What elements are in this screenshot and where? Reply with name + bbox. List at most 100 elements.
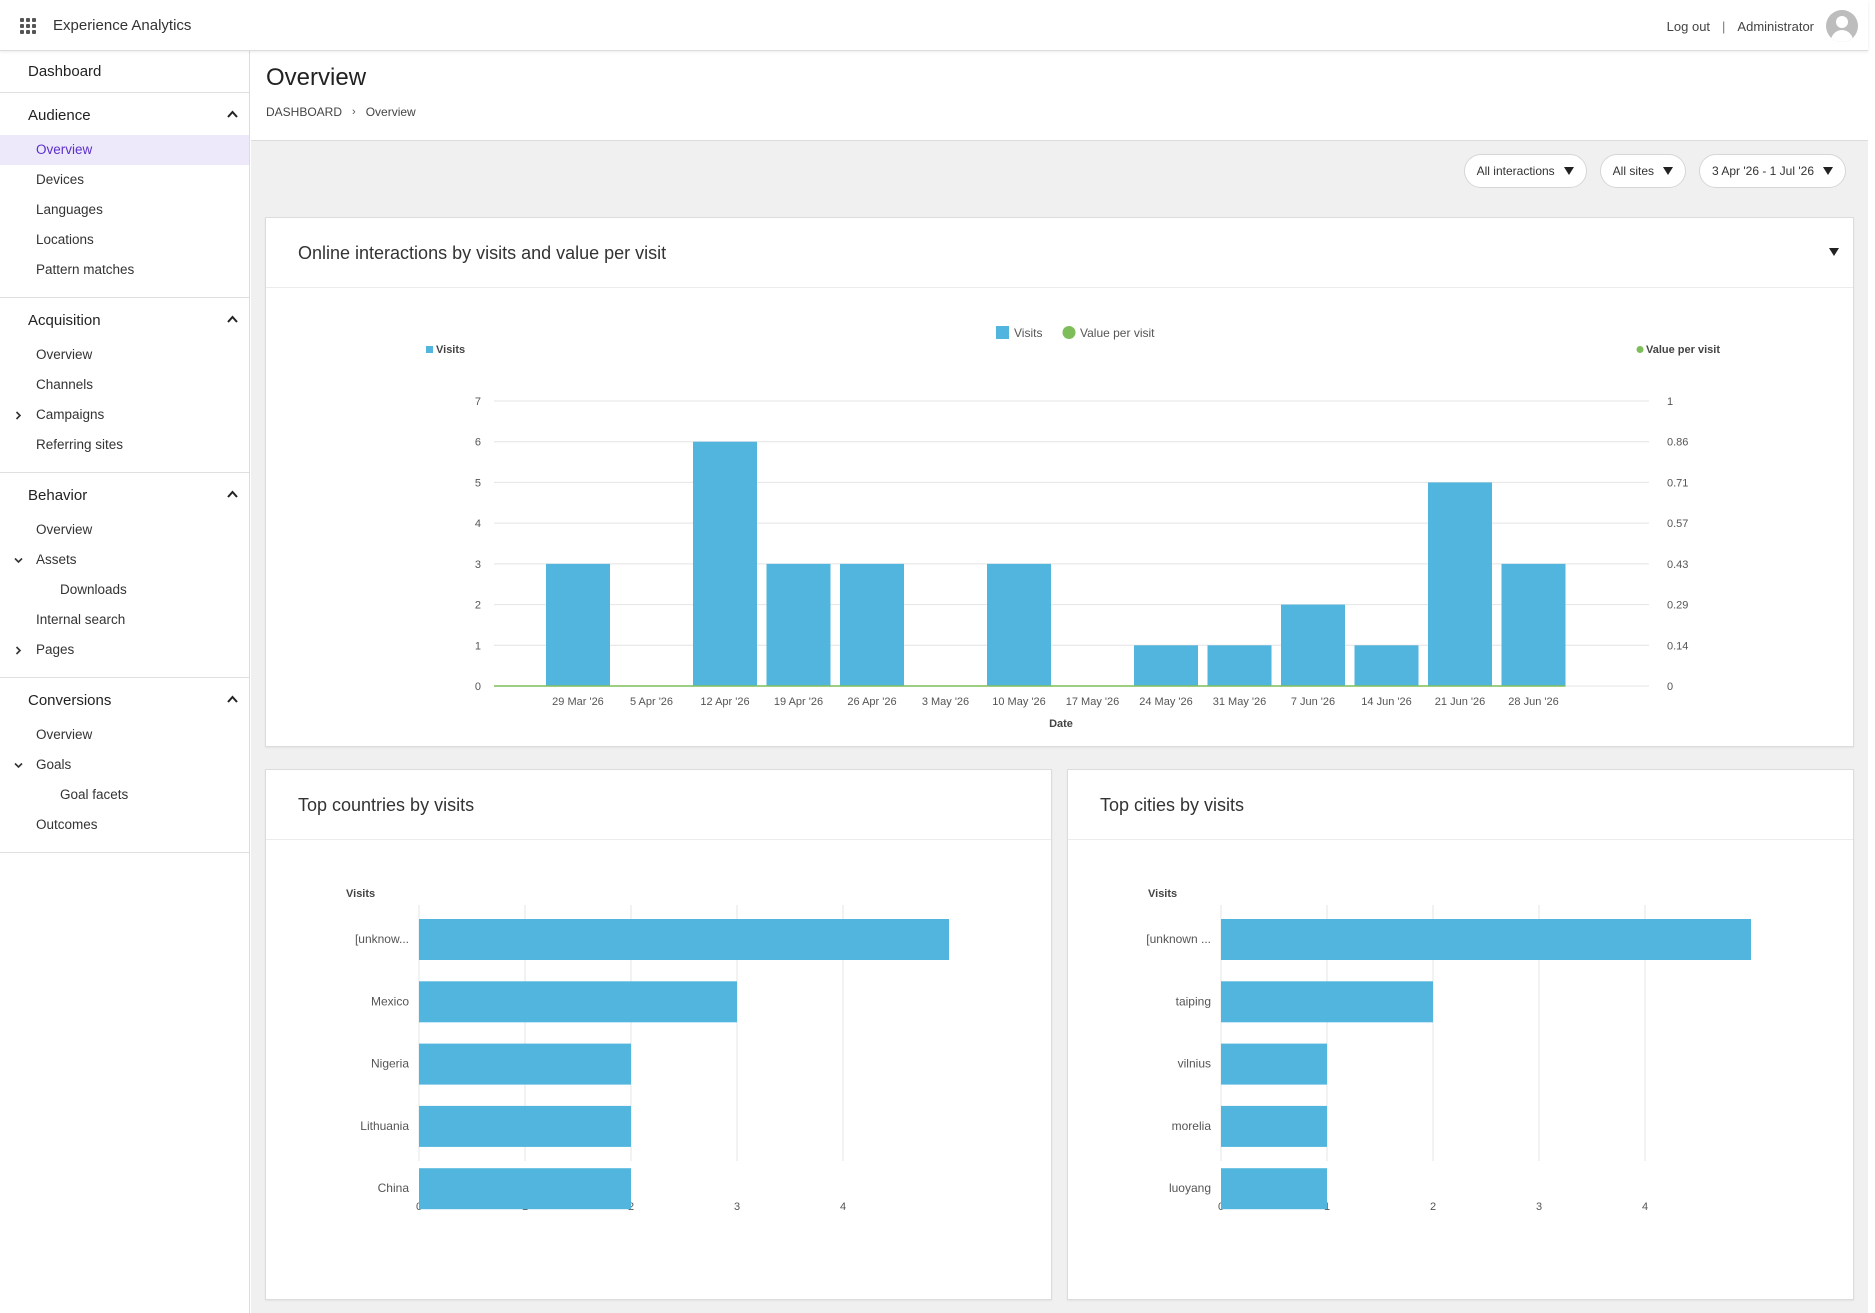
- sidebar-item-dashboard[interactable]: Dashboard: [0, 51, 249, 93]
- x-tick-label: 26 Apr '26: [847, 696, 896, 708]
- x-tick-label: 2: [1430, 1201, 1436, 1213]
- user-name[interactable]: Administrator: [1737, 18, 1814, 34]
- user-area: Log out | Administrator: [1667, 10, 1858, 42]
- sidebar-group-header-behavior[interactable]: Behavior: [0, 473, 249, 515]
- chevron-up-icon[interactable]: [227, 490, 238, 500]
- bar-0: [419, 919, 949, 960]
- x-tick-label: 31 May '26: [1213, 696, 1266, 708]
- sidebar-group-label: Behavior: [28, 487, 88, 504]
- bar-0: [546, 563, 610, 686]
- sidebar-item-goals[interactable]: Goals: [0, 750, 249, 780]
- sidebar-group-header-acquisition[interactable]: Acquisition: [0, 298, 249, 340]
- breadcrumb-dashboard[interactable]: DASHBOARD: [266, 105, 343, 119]
- y2-tick-label: 0.57: [1667, 518, 1688, 530]
- chevron-up-icon[interactable]: [227, 110, 238, 120]
- x-tick-label: 3: [734, 1201, 740, 1213]
- sidebar-group-header-audience[interactable]: Audience: [0, 93, 249, 135]
- y-axis-title: Visits: [436, 344, 465, 356]
- dropdown-arrow-icon: [1823, 167, 1833, 175]
- y2-tick-label: 0.86: [1667, 437, 1688, 449]
- sites-filter-label: All sites: [1612, 164, 1655, 178]
- y2-axis-title-swatch: [1636, 346, 1644, 353]
- top-bar: Experience Analytics Log out | Administr…: [0, 0, 1868, 51]
- chevron-down-icon[interactable]: [14, 545, 23, 575]
- sidebar-item-pages[interactable]: Pages: [0, 635, 249, 665]
- y-axis-title: Visits: [346, 888, 375, 900]
- sidebar-item-pattern-matches[interactable]: Pattern matches: [0, 255, 249, 285]
- chevron-right-icon[interactable]: [14, 400, 23, 430]
- chevron-down-icon[interactable]: [14, 750, 23, 780]
- sidebar-item-label: Goal facets: [60, 787, 129, 802]
- bar-12: [1428, 482, 1492, 686]
- x-tick-label: 12 Apr '26: [700, 696, 749, 708]
- chevron-right-icon[interactable]: [14, 635, 23, 665]
- y2-tick-label: 0.43: [1667, 559, 1688, 571]
- sidebar-item-overview[interactable]: Overview: [0, 135, 249, 165]
- x-tick-label: 24 May '26: [1139, 696, 1192, 708]
- chevron-up-icon[interactable]: [227, 315, 238, 325]
- sidebar-item-downloads[interactable]: Downloads: [0, 575, 249, 605]
- sidebar-item-goal-facets[interactable]: Goal facets: [0, 780, 249, 810]
- sidebar-item-internal-search[interactable]: Internal search: [0, 605, 249, 635]
- x-tick-label: 10 May '26: [992, 696, 1045, 708]
- app-grid-icon[interactable]: [20, 18, 36, 34]
- x-tick-label: 7 Jun '26: [1291, 696, 1335, 708]
- y-tick-label: 3: [475, 559, 481, 571]
- date-range-filter[interactable]: 3 Apr '26 - 1 Jul '26: [1699, 154, 1846, 188]
- sidebar-item-referring-sites[interactable]: Referring sites: [0, 430, 249, 460]
- x-tick-label: 4: [1642, 1201, 1648, 1213]
- countries-panel-title: Top countries by visits: [298, 795, 475, 815]
- filter-bar: All interactions All sites 3 Apr '26 - 1…: [1463, 154, 1846, 188]
- breadcrumb-separator-icon: ›: [352, 106, 356, 118]
- sidebar-group-acquisition: Acquisition Overview Channels Campaigns Refe…: [0, 298, 249, 473]
- interactions-chart: Visits Value per visit Visits Value per vis…: [426, 326, 1720, 730]
- sidebar-item-overview[interactable]: Overview: [0, 515, 249, 545]
- x-tick-label: 19 Apr '26: [774, 696, 823, 708]
- bar-1: [1221, 981, 1433, 1023]
- sidebar-group-header-conversions[interactable]: Conversions: [0, 678, 249, 720]
- y-tick-label: 2: [475, 600, 481, 612]
- sidebar-item-overview[interactable]: Overview: [0, 720, 249, 750]
- x-tick-label: 3 May '26: [922, 696, 969, 708]
- panel-title: Top countries by visits: [266, 770, 1051, 840]
- countries-panel: Top countries by visits Visits01234[unkn…: [265, 769, 1052, 1300]
- cities-chart: Visits01234[unknown ...taipingvilniusmor…: [1146, 888, 1751, 1213]
- sidebar-item-outcomes[interactable]: Outcomes: [0, 810, 249, 840]
- sidebar-item-label: Referring sites: [36, 437, 124, 452]
- sidebar-item-devices[interactable]: Devices: [0, 165, 249, 195]
- panel-title: Top cities by visits: [1068, 770, 1853, 840]
- interactions-filter-label: All interactions: [1476, 164, 1555, 178]
- x-tick-label: 28 Jun '26: [1508, 696, 1558, 708]
- bar-4: [840, 563, 904, 686]
- breadcrumb-current: Overview: [365, 105, 416, 119]
- sites-filter[interactable]: All sites: [1599, 154, 1687, 188]
- page-header: Overview DASHBOARD › Overview: [251, 51, 1868, 141]
- dropdown-arrow-icon: [1563, 167, 1574, 175]
- panel-toggle-icon[interactable]: [1829, 248, 1839, 256]
- bar-2: [1221, 1043, 1327, 1085]
- sidebar-item-languages[interactable]: Languages: [0, 195, 249, 225]
- dropdown-arrow-icon: [1663, 167, 1674, 175]
- category-label: [unknown ...: [1146, 932, 1211, 946]
- bar-3: [1221, 1105, 1327, 1147]
- category-label: [unknow...: [355, 932, 409, 946]
- sidebar-item-overview[interactable]: Overview: [0, 340, 249, 370]
- app-title[interactable]: Experience Analytics: [53, 17, 192, 34]
- category-label: Lithuania: [360, 1119, 409, 1133]
- breadcrumb: DASHBOARD › Overview: [266, 105, 416, 119]
- chevron-up-icon[interactable]: [227, 695, 238, 705]
- sidebar-item-channels[interactable]: Channels: [0, 370, 249, 400]
- sidebar-item-label: Assets: [36, 552, 77, 567]
- cities-panel-title: Top cities by visits: [1100, 795, 1245, 815]
- bar-1: [419, 981, 737, 1023]
- legend-visits-swatch: [996, 326, 1009, 339]
- y-tick-label: 6: [475, 437, 481, 449]
- user-avatar-icon[interactable]: [1826, 10, 1858, 42]
- bar-4: [1221, 1168, 1327, 1210]
- sidebar-item-assets[interactable]: Assets: [0, 545, 249, 575]
- y2-tick-label: 0.71: [1667, 477, 1688, 489]
- logout-link[interactable]: Log out: [1666, 18, 1711, 34]
- sidebar-item-campaigns[interactable]: Campaigns: [0, 400, 249, 430]
- interactions-filter[interactable]: All interactions: [1463, 154, 1587, 188]
- sidebar-item-locations[interactable]: Locations: [0, 225, 249, 255]
